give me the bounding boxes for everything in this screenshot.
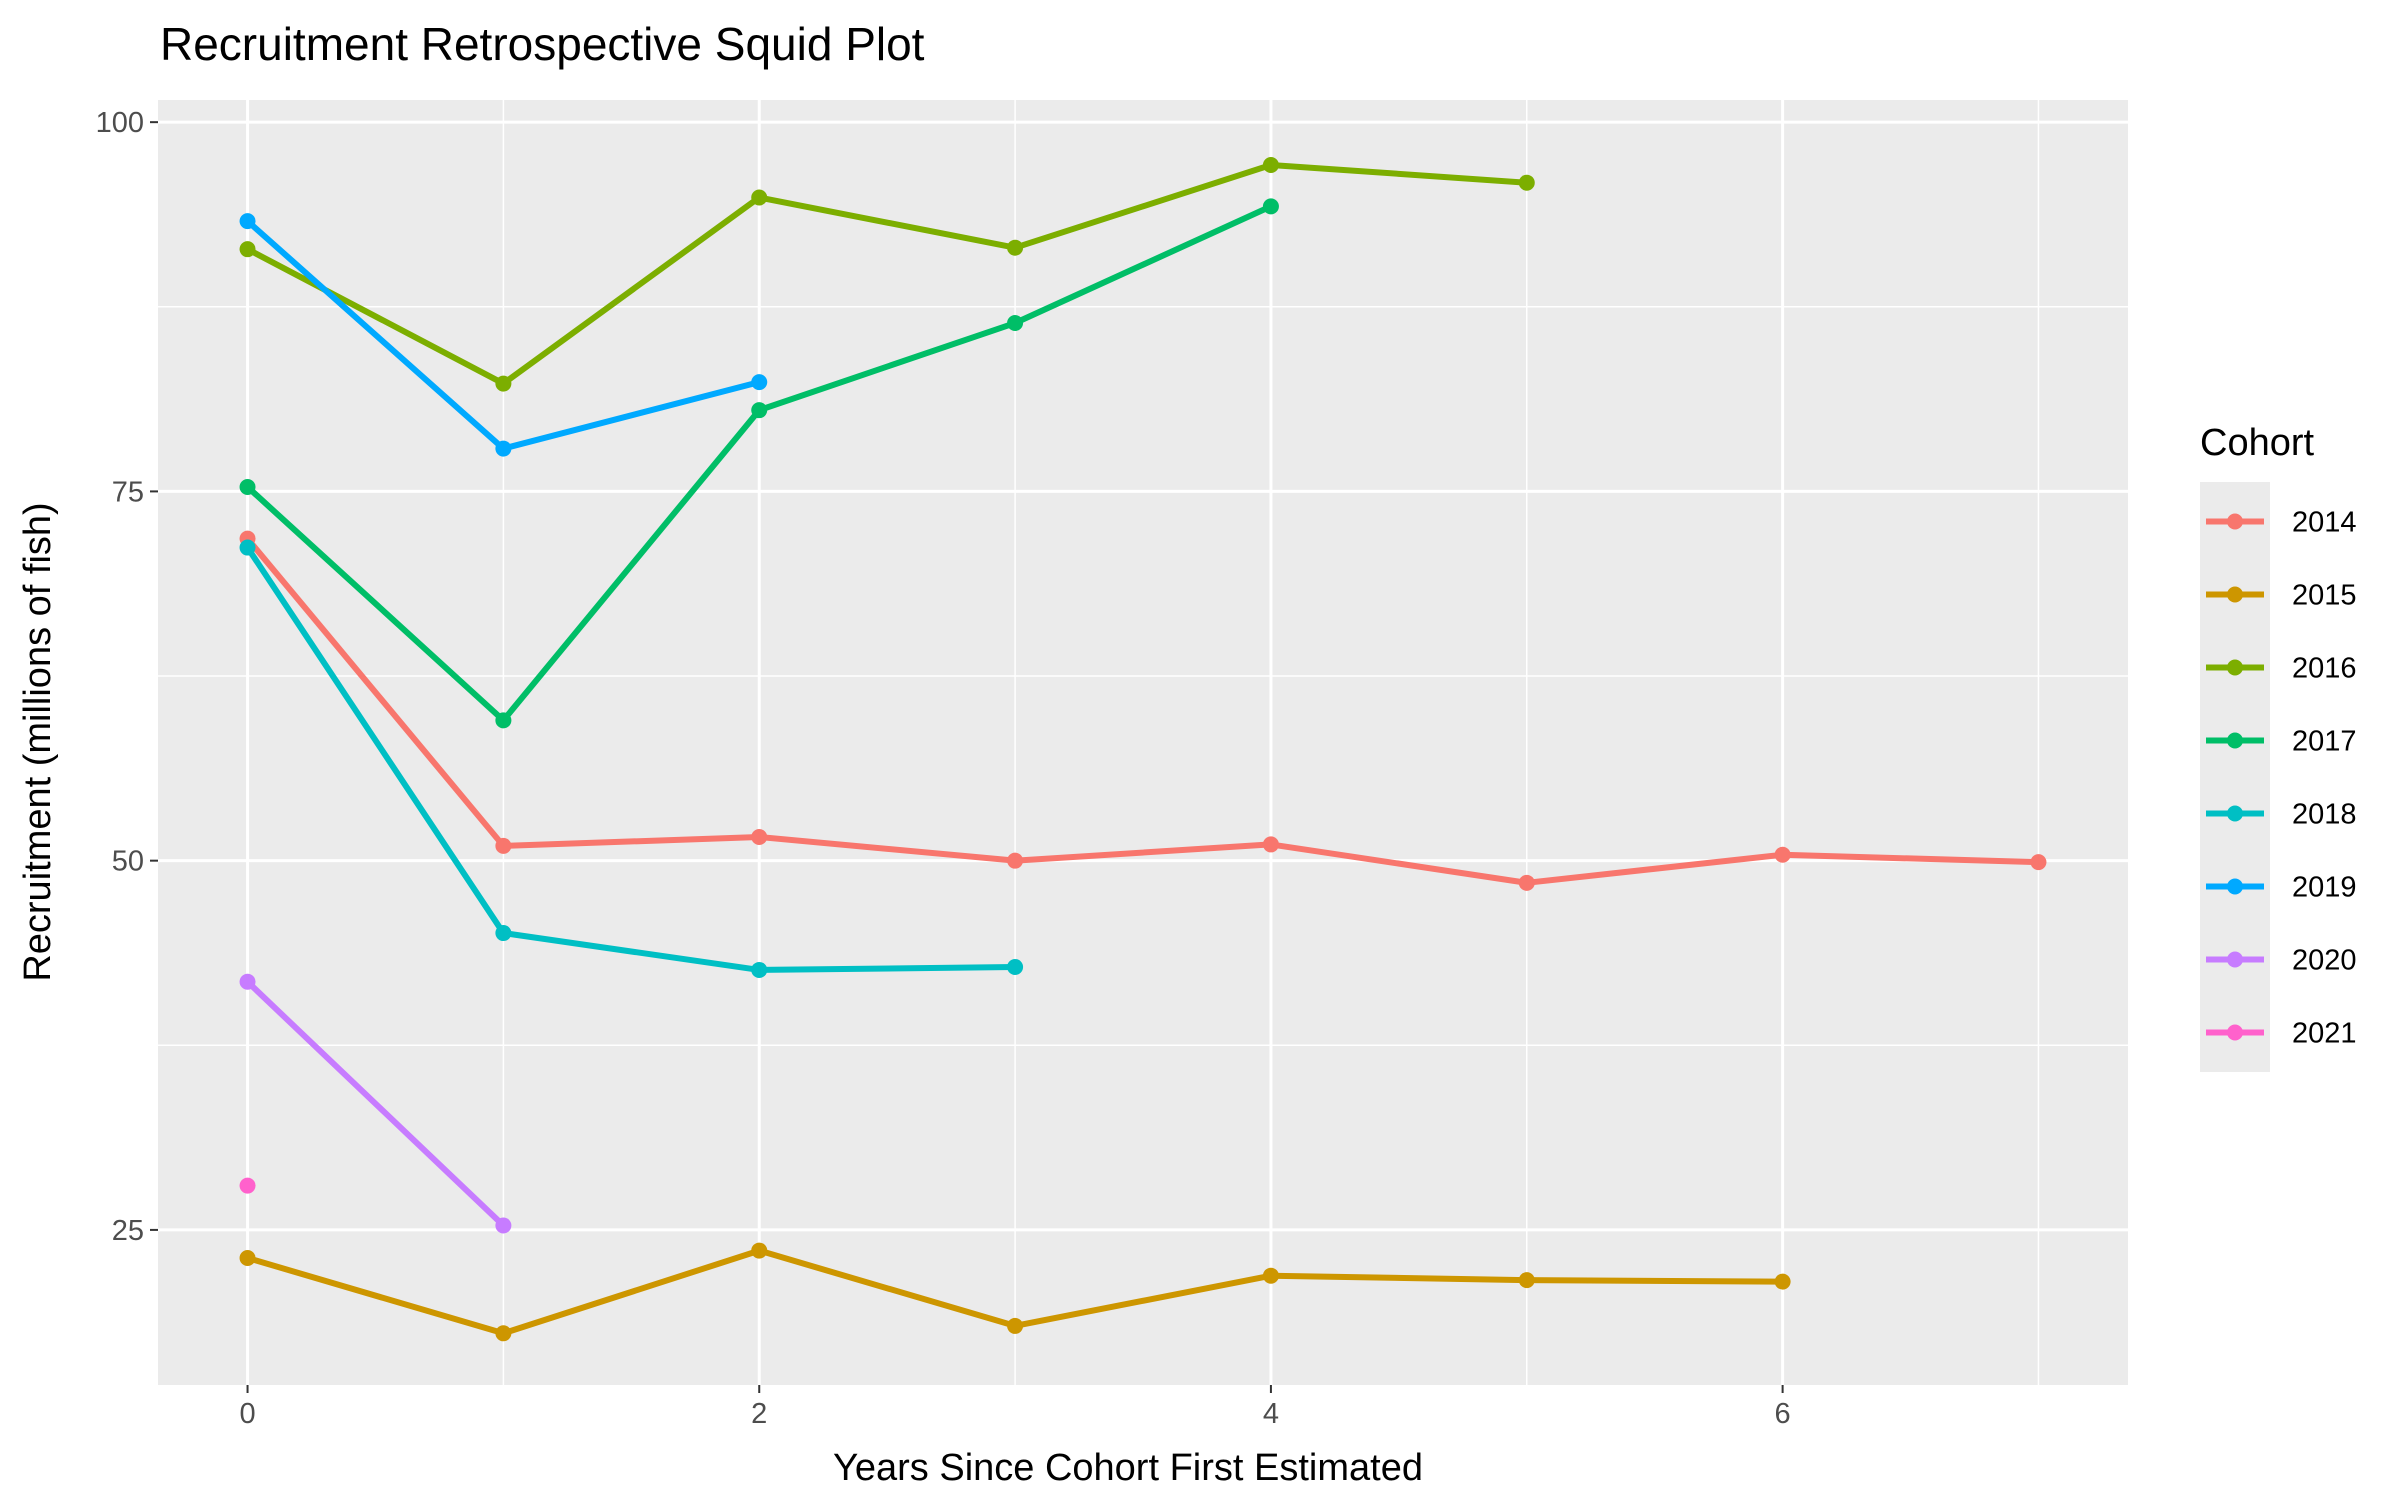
minor-gridlines	[158, 100, 2128, 1385]
data-point-2015	[1774, 1273, 1791, 1290]
data-point-2015	[1262, 1267, 1279, 1284]
legend-item-2015: 2015	[2206, 580, 2357, 612]
series-2017	[239, 198, 1279, 729]
data-point-2015	[751, 1242, 768, 1259]
legend-key-point	[2227, 1024, 2243, 1041]
data-point-2019	[495, 440, 512, 457]
legend-label: 2015	[2292, 580, 2357, 612]
legend-label: 2016	[2292, 653, 2357, 685]
data-point-2016	[1007, 239, 1024, 256]
data-point-2016	[751, 189, 768, 206]
data-point-2014	[1518, 874, 1535, 891]
series-line-2018	[245, 545, 1016, 973]
y-axis-title: Recruitment (millions of fish)	[17, 502, 59, 981]
legend-item-2016: 2016	[2206, 653, 2357, 685]
legend-item-2018: 2018	[2206, 799, 2357, 831]
x-axis: 0 2 4 6	[239, 1385, 1791, 1430]
legend-key-point	[2227, 732, 2243, 749]
data-point-2017	[1007, 315, 1024, 332]
series-2016	[239, 156, 1535, 392]
y-tick-label: 50	[112, 846, 144, 878]
legend-key-point	[2227, 805, 2243, 822]
legend-key-point	[2227, 951, 2243, 968]
legend-key-point	[2227, 878, 2243, 895]
legend-title: Cohort	[2200, 422, 2314, 464]
data-point-2018	[751, 961, 768, 978]
data-point-2019	[239, 213, 256, 230]
legend-item-2019: 2019	[2206, 872, 2357, 904]
series-2020	[239, 973, 512, 1234]
legend-key-point	[2227, 513, 2243, 530]
data-point-2016	[1262, 156, 1279, 173]
data-point-2014	[1774, 846, 1791, 863]
x-axis-title: Years Since Cohort First Estimated	[833, 1447, 1423, 1489]
y-tick-label: 25	[112, 1215, 144, 1247]
y-tick-label: 100	[96, 107, 144, 139]
data-point-2014	[1007, 852, 1024, 869]
x-tick-label: 4	[1263, 1398, 1279, 1430]
series-line-2014	[245, 536, 2039, 886]
x-tick-label: 0	[239, 1398, 255, 1430]
data-point-2014	[1262, 836, 1279, 853]
data-point-2021	[239, 1177, 256, 1194]
legend: Cohort 2014 2015 2016 2017 2018 2019 2020 2021	[2200, 422, 2357, 1072]
legend-label: 2019	[2292, 872, 2357, 904]
legend-label: 2020	[2292, 945, 2357, 977]
data-point-2017	[1262, 198, 1279, 215]
legend-item-2021: 2021	[2206, 1018, 2357, 1050]
plot-panel	[158, 100, 2128, 1385]
data-point-2016	[239, 241, 256, 258]
series-2019	[239, 213, 768, 457]
y-tick-label: 75	[112, 476, 144, 508]
data-point-2015	[1518, 1272, 1535, 1289]
data-point-2018	[495, 925, 512, 942]
y-axis: 25 50 75 100	[96, 107, 158, 1247]
series-2018	[239, 539, 1024, 978]
legend-label: 2014	[2292, 507, 2357, 539]
series-2021	[239, 1177, 256, 1194]
legend-key-background	[2200, 482, 2270, 1072]
series-2015	[239, 1242, 1791, 1342]
major-gridlines	[158, 100, 2128, 1385]
data-point-2014	[2030, 854, 2047, 871]
data-point-2018	[1007, 959, 1024, 976]
data-point-2018	[239, 539, 256, 556]
legend-item-2020: 2020	[2206, 945, 2357, 977]
data-point-2015	[239, 1249, 256, 1266]
x-tick-label: 6	[1775, 1398, 1791, 1430]
data-point-2020	[239, 973, 256, 990]
data-point-2019	[751, 374, 768, 391]
legend-label: 2018	[2292, 799, 2357, 831]
data-point-2016	[495, 375, 512, 392]
data-point-2016	[1518, 174, 1535, 191]
legend-item-2014: 2014	[2206, 507, 2357, 539]
series-line-2016	[246, 161, 1527, 387]
series-line-2020	[245, 979, 506, 1228]
data-point-2020	[495, 1217, 512, 1234]
x-tick-label: 2	[751, 1398, 767, 1430]
series-layer	[239, 156, 2047, 1342]
data-point-2015	[495, 1325, 512, 1342]
legend-key-point	[2227, 586, 2243, 603]
legend-label: 2021	[2292, 1018, 2357, 1050]
legend-label: 2017	[2292, 726, 2357, 758]
chart-title: Recruitment Retrospective Squid Plot	[160, 18, 925, 70]
data-point-2017	[751, 402, 768, 419]
data-point-2014	[495, 837, 512, 854]
legend-item-2017: 2017	[2206, 726, 2357, 758]
legend-key-point	[2227, 659, 2243, 676]
data-point-2017	[239, 478, 256, 495]
data-point-2015	[1007, 1317, 1024, 1334]
data-point-2017	[495, 712, 512, 729]
data-point-2014	[751, 829, 768, 846]
